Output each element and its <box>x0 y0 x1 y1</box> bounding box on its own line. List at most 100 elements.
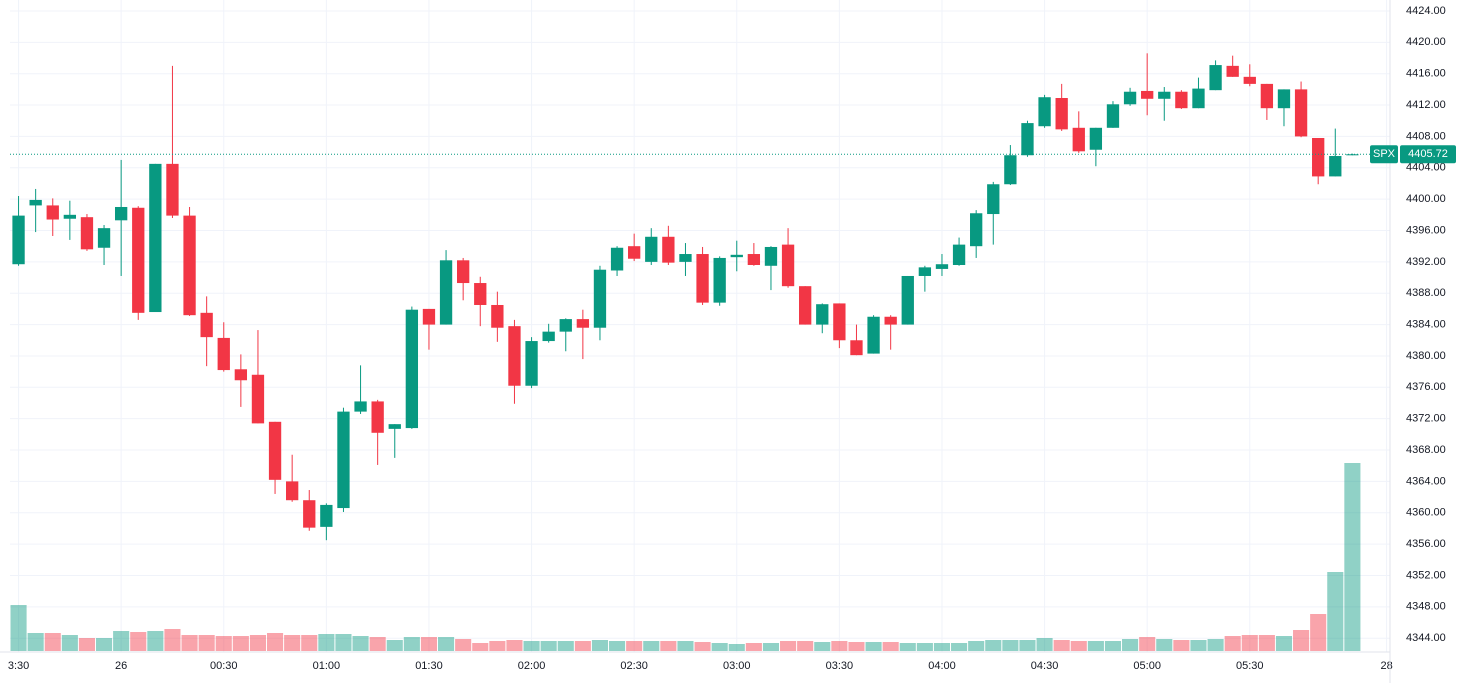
candle-body <box>935 264 949 269</box>
x-tick-label: 05:30 <box>1236 660 1264 672</box>
y-tick-label: 4408.00 <box>1406 130 1446 142</box>
candle-body <box>12 215 25 265</box>
volume-bar <box>745 643 762 651</box>
volume-bar <box>438 637 455 651</box>
candle-body <box>234 369 248 381</box>
x-tick-label: 03:30 <box>826 660 854 672</box>
volume-bar <box>1190 640 1207 651</box>
price-tag <box>1400 145 1456 164</box>
candle-body <box>593 269 607 328</box>
volume-bar <box>574 641 591 651</box>
candle-body <box>63 214 77 219</box>
volume-bar <box>147 631 164 651</box>
volume-bar <box>1156 639 1173 651</box>
y-tick-label: 4372.00 <box>1406 413 1446 425</box>
symbol-tag <box>1370 145 1398 164</box>
candle-body <box>628 246 641 259</box>
volume-bar <box>1104 641 1122 651</box>
candle-body <box>149 163 162 313</box>
candle-body <box>405 309 419 429</box>
volume-bar <box>1036 638 1053 651</box>
candle-body <box>508 326 521 386</box>
x-tick-label: 01:30 <box>415 660 443 672</box>
volume-bar <box>797 641 814 651</box>
candle-body <box>1192 88 1205 109</box>
candle-body <box>696 254 709 303</box>
candle-body <box>251 374 265 424</box>
candle-body <box>576 319 590 328</box>
candles <box>12 53 1359 541</box>
candle-body <box>371 401 384 433</box>
candle-body <box>1038 97 1051 127</box>
volume-bar <box>711 643 728 651</box>
candle-body <box>1106 104 1120 128</box>
volume-bar <box>882 642 899 651</box>
y-tick-label: 4416.00 <box>1406 68 1446 80</box>
candle-body <box>1277 89 1291 109</box>
x-tick-label: 00:30 <box>210 660 238 672</box>
y-tick-label: 4424.00 <box>1406 5 1446 17</box>
volume-bar <box>523 641 540 651</box>
candle-body <box>610 247 624 271</box>
candle-body <box>987 184 1000 215</box>
candle-body <box>884 316 897 325</box>
candle-body <box>730 254 743 258</box>
volume-bar <box>130 632 147 651</box>
candle-body <box>457 260 470 284</box>
candle-body <box>970 213 983 247</box>
candle-body <box>1243 76 1256 84</box>
volume-bar <box>301 635 318 651</box>
volume-bar <box>557 641 574 651</box>
candle-body <box>1226 65 1239 77</box>
candle-body <box>747 254 761 266</box>
volume-bar <box>164 629 181 651</box>
volume-bar <box>660 641 677 651</box>
candle-body <box>1158 91 1171 99</box>
volume-bar <box>455 639 472 651</box>
volume-bar <box>369 637 386 651</box>
candle-body <box>132 207 145 313</box>
candle-body <box>867 316 880 354</box>
candle-body <box>679 254 692 262</box>
candle-body <box>781 244 795 287</box>
volume-bar <box>1087 641 1104 651</box>
volume-bar <box>780 641 797 651</box>
volume-bar <box>1002 640 1019 651</box>
candle-body <box>268 421 282 480</box>
candle-body <box>320 504 333 527</box>
x-tick-label: 02:30 <box>620 660 648 672</box>
y-tick-label: 4356.00 <box>1406 538 1446 550</box>
candle-body <box>46 205 59 220</box>
volume-bar <box>198 635 215 651</box>
y-tick-label: 4368.00 <box>1406 444 1446 456</box>
volume-bar <box>899 643 916 651</box>
y-tick-label: 4404.00 <box>1406 162 1446 174</box>
candle-body <box>816 304 829 325</box>
candle-body <box>166 163 179 216</box>
volume-bar <box>318 634 335 651</box>
volume-bar <box>933 643 951 651</box>
candle-body <box>286 481 299 501</box>
x-tick-label: 01:00 <box>313 660 341 672</box>
candle-body <box>1089 127 1103 150</box>
candle-body <box>645 236 658 262</box>
candle-body <box>1209 65 1222 91</box>
candle-body <box>1260 83 1274 109</box>
volume-bar <box>540 641 557 651</box>
volume-bar <box>61 635 78 651</box>
volume-bar <box>626 641 643 651</box>
candle-body <box>952 244 966 266</box>
volume-bar <box>1310 614 1327 651</box>
candle-body <box>542 331 555 342</box>
y-tick-label: 4344.00 <box>1406 632 1446 644</box>
volume-bar <box>728 644 745 651</box>
candle-body <box>217 337 230 371</box>
candle-body <box>97 228 111 248</box>
volume-bar <box>420 637 438 651</box>
x-tick-label: 05:00 <box>1133 660 1161 672</box>
y-tick-label: 4400.00 <box>1406 193 1446 205</box>
candle-body <box>1055 98 1068 130</box>
volume-bar <box>44 633 61 651</box>
